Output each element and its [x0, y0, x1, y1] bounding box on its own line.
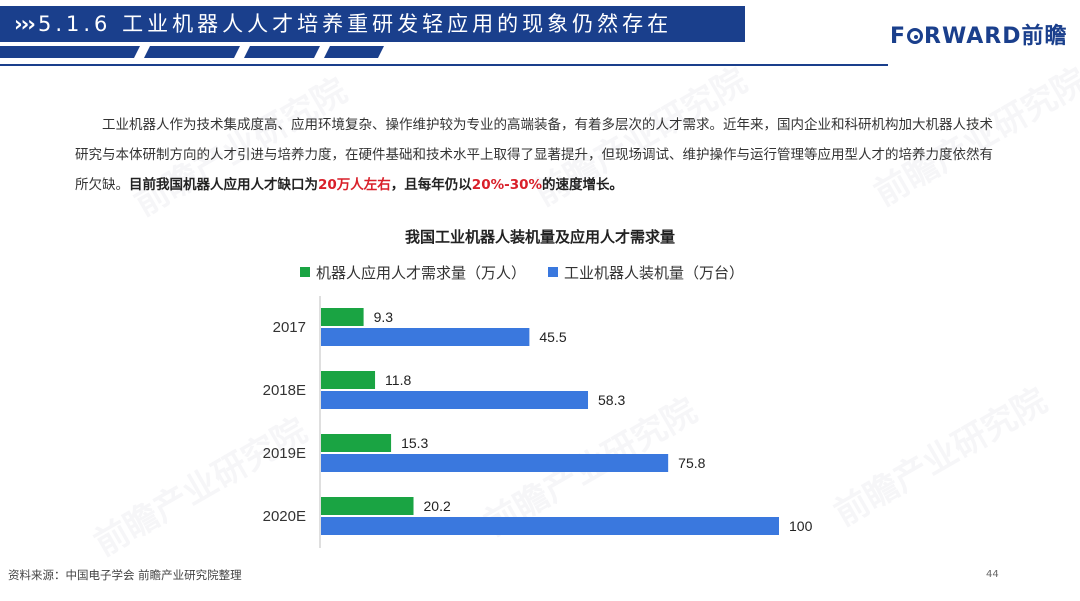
data-label: 100 [789, 518, 813, 534]
logo-text-pre: F [890, 24, 907, 49]
data-label: 11.8 [385, 372, 411, 388]
data-label: 20.2 [424, 498, 451, 514]
page-title: ››› 5.1.6 工业机器人人才培养重研发轻应用的现象仍然存在 [14, 6, 672, 42]
data-label: 58.3 [598, 392, 625, 408]
category-label: 2017 [273, 319, 306, 336]
legend-swatch-talent [300, 267, 310, 277]
brand-logo: F RWARD前瞻 [890, 18, 1067, 50]
paragraph-highlight-2: 20%-30% [471, 177, 543, 193]
bar-talent-demand [321, 497, 414, 515]
bar-installed-robots [321, 391, 589, 409]
data-label: 75.8 [678, 455, 705, 471]
bar-installed-robots [321, 454, 669, 472]
bar-installed-robots [321, 328, 530, 346]
paragraph-text: 工业机器人作为技术集成度高、应用环境复杂、操作维护较为专业的高端装备，有着多层次… [75, 117, 993, 193]
bar-installed-robots [321, 517, 779, 535]
chevron-icon: ››› [14, 12, 36, 36]
category-label: 2018E [263, 382, 306, 399]
header-rule [0, 64, 888, 66]
intro-paragraph: 工业机器人作为技术集成度高、应用环境复杂、操作维护较为专业的高端装备，有着多层次… [75, 110, 1000, 200]
paragraph-bold-3: 的速度增长。 [542, 177, 624, 193]
source-note: 资料来源：中国电子学会 前瞻产业研究院整理 [8, 568, 242, 582]
chart-title: 我国工业机器人装机量及应用人才需求量 [404, 228, 675, 246]
legend-label-installed: 工业机器人装机量（万台） [564, 263, 745, 282]
data-label: 9.3 [374, 309, 394, 325]
category-label: 2019E [263, 445, 306, 462]
bar-talent-demand [321, 371, 376, 389]
legend-swatch-installed [548, 267, 559, 277]
data-label: 15.3 [401, 435, 428, 451]
paragraph-highlight-1: 20万人左右 [318, 177, 391, 193]
bar-talent-demand [321, 434, 392, 452]
legend-item-talent: 机器人应用人才需求量（万人） [300, 262, 526, 283]
logo-o-icon [907, 28, 924, 44]
decorative-stripes [0, 46, 384, 58]
page-title-text: 5.1.6 工业机器人人才培养重研发轻应用的现象仍然存在 [37, 12, 673, 36]
page-number: 44 [986, 569, 999, 580]
data-label: 45.5 [539, 329, 566, 345]
paragraph-bold-1: 目前我国机器人应用人才缺口为 [129, 177, 318, 193]
paragraph-bold-2: ，且每年仍以 [390, 177, 472, 193]
header: ››› 5.1.6 工业机器人人才培养重研发轻应用的现象仍然存在 F RWARD前瞻 [0, 0, 1080, 66]
category-label: 2020E [263, 508, 306, 525]
chart-legend: 机器人应用人才需求量（万人） 工业机器人装机量（万台） [300, 260, 766, 284]
logo-text-post: RWARD前瞻 [924, 24, 1068, 49]
legend-item-installed: 工业机器人装机量（万台） [548, 262, 744, 283]
title-bar [0, 6, 745, 42]
bar-talent-demand [321, 308, 364, 326]
legend-label-talent: 机器人应用人才需求量（万人） [316, 263, 527, 282]
